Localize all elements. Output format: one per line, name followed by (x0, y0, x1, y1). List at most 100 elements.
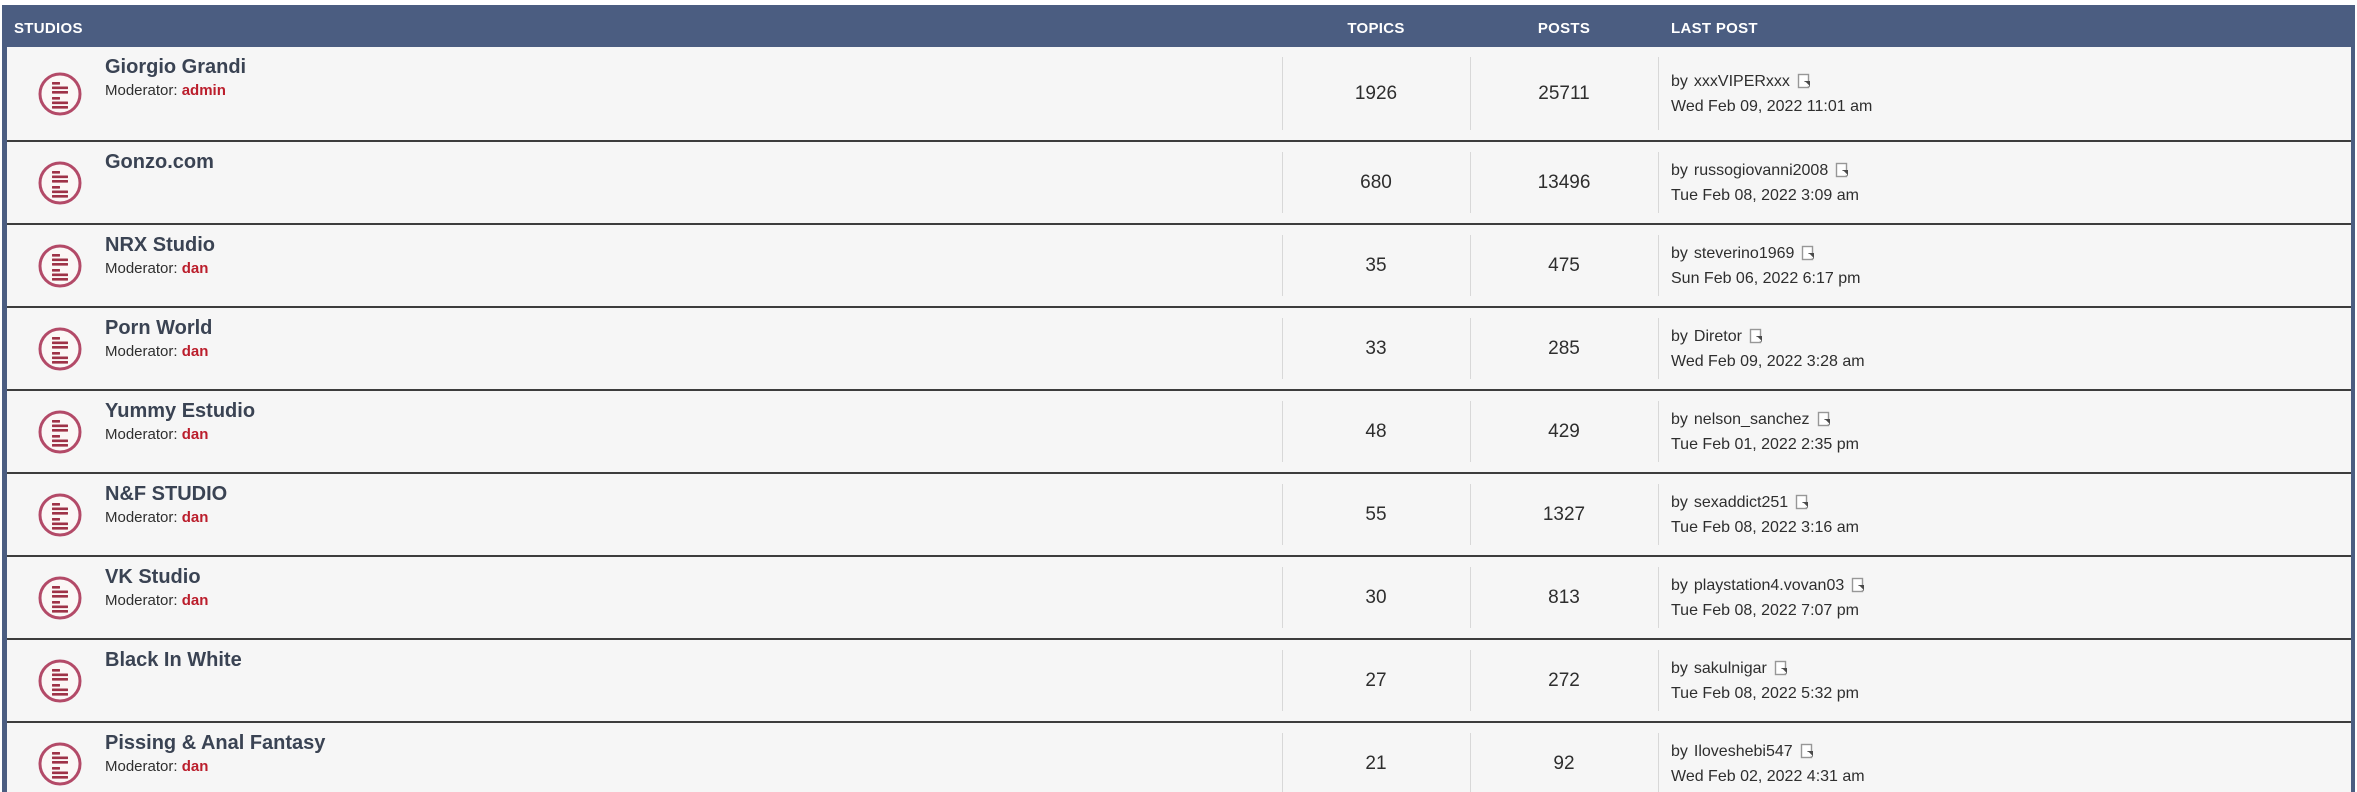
moderator-link[interactable]: dan (181, 426, 209, 443)
last-post-byline: by sexaddict251 (1671, 490, 2351, 515)
forum-title-link[interactable]: Gonzo.com (105, 151, 214, 173)
goto-last-post-icon[interactable] (1748, 328, 1765, 345)
posts-count: 13496 (1470, 142, 1658, 223)
last-poster-link[interactable]: steverino1969 (1693, 244, 1795, 262)
forum-row: VK Studio Moderator: dan 30 813 by plays… (7, 555, 2351, 638)
forum-title-link[interactable]: Pissing & Anal Fantasy (105, 732, 326, 754)
forum-icon (38, 161, 82, 204)
last-post-time: Tue Feb 08, 2022 3:09 am (1671, 186, 1859, 204)
moderator-line: Moderator: dan (105, 258, 215, 280)
forum-icon (38, 742, 82, 785)
forum-row: N&F STUDIO Moderator: dan 55 1327 by sex… (7, 472, 2351, 555)
last-poster-link[interactable]: sexaddict251 (1693, 493, 1789, 511)
last-post-byline: by Diretor (1671, 324, 2351, 349)
forum-text-block: Black In White (105, 640, 242, 721)
last-post-time: Wed Feb 09, 2022 11:01 am (1671, 97, 1873, 115)
moderator-link[interactable]: dan (181, 758, 209, 775)
forum-row: Yummy Estudio Moderator: dan 48 429 by n… (7, 389, 2351, 472)
goto-last-post-icon[interactable] (1816, 411, 1833, 428)
by-label: by (1671, 493, 1688, 511)
last-poster-link[interactable]: playstation4.vovan03 (1693, 576, 1845, 594)
last-post-cell: by xxxVIPERxxx Wed Feb 09, 2022 11:01 am (1658, 47, 2351, 140)
last-poster-link[interactable]: Iloveshebi547 (1693, 742, 1793, 760)
last-post-cell: by nelson_sanchez Tue Feb 01, 2022 2:35 … (1658, 391, 2351, 472)
studios-forum-table: STUDIOS TOPICS POSTS LAST POST Giorgio G… (2, 5, 2355, 792)
forum-icon (38, 576, 82, 619)
last-post-cell: by sakulnigar Tue Feb 08, 2022 5:32 pm (1658, 640, 2351, 721)
posts-count: 813 (1470, 557, 1658, 638)
goto-last-post-icon[interactable] (1850, 577, 1867, 594)
forum-cell: Black In White (7, 640, 1282, 721)
topics-count: 55 (1282, 474, 1470, 555)
last-post-byline: by Iloveshebi547 (1671, 739, 2351, 764)
moderator-link[interactable]: dan (181, 509, 209, 526)
forum-text-block: N&F STUDIO Moderator: dan (105, 474, 227, 555)
goto-last-post-icon[interactable] (1796, 73, 1813, 90)
last-post-cell: by Iloveshebi547 Wed Feb 02, 2022 4:31 a… (1658, 723, 2351, 792)
column-header-topics: TOPICS (1347, 19, 1405, 37)
moderator-link[interactable]: dan (181, 343, 209, 360)
forum-row: NRX Studio Moderator: dan 35 475 by stev… (7, 223, 2351, 306)
forum-text-block: Gonzo.com (105, 142, 214, 223)
by-label: by (1671, 72, 1688, 90)
last-post-cell: by sexaddict251 Tue Feb 08, 2022 3:16 am (1658, 474, 2351, 555)
forum-title-link[interactable]: N&F STUDIO (105, 483, 228, 505)
last-post-cell: by steverino1969 Sun Feb 06, 2022 6:17 p… (1658, 225, 2351, 306)
forum-title-link[interactable]: Black In White (105, 649, 242, 671)
moderator-line: Moderator: dan (105, 424, 255, 446)
goto-last-post-icon[interactable] (1799, 743, 1816, 760)
last-post-time: Wed Feb 02, 2022 4:31 am (1671, 767, 1865, 785)
by-label: by (1671, 742, 1688, 760)
forum-rows-container: Giorgio Grandi Moderator: admin 1926 257… (7, 47, 2351, 792)
goto-last-post-icon[interactable] (1794, 494, 1811, 511)
moderator-line: Moderator: dan (105, 590, 208, 612)
last-post-time: Sun Feb 06, 2022 6:17 pm (1671, 269, 1861, 287)
moderator-link[interactable]: dan (181, 592, 209, 609)
last-poster-link[interactable]: nelson_sanchez (1693, 410, 1810, 428)
topics-count: 1926 (1282, 47, 1470, 140)
topics-count: 30 (1282, 557, 1470, 638)
posts-count: 272 (1470, 640, 1658, 721)
last-post-time: Tue Feb 01, 2022 2:35 pm (1671, 435, 1859, 453)
topics-count: 48 (1282, 391, 1470, 472)
forum-cell: NRX Studio Moderator: dan (7, 225, 1282, 306)
forum-row: Gonzo.com 680 13496 by russogiovanni2008… (7, 140, 2351, 223)
last-post-time: Tue Feb 08, 2022 5:32 pm (1671, 684, 1859, 702)
moderator-link[interactable]: admin (181, 82, 226, 99)
forum-cell: Yummy Estudio Moderator: dan (7, 391, 1282, 472)
forum-text-block: NRX Studio Moderator: dan (105, 225, 215, 306)
last-post-time: Wed Feb 09, 2022 3:28 am (1671, 352, 1865, 370)
forum-cell: Giorgio Grandi Moderator: admin (7, 47, 1282, 140)
topics-count: 35 (1282, 225, 1470, 306)
forum-title-link[interactable]: Yummy Estudio (105, 400, 256, 422)
last-poster-link[interactable]: sakulnigar (1693, 659, 1767, 677)
forum-title-link[interactable]: Porn World (105, 317, 213, 339)
forum-title-link[interactable]: Giorgio Grandi (105, 56, 247, 78)
forum-cell: N&F STUDIO Moderator: dan (7, 474, 1282, 555)
forum-text-block: Giorgio Grandi Moderator: admin (105, 47, 246, 140)
forum-icon (38, 410, 82, 453)
forum-title-link[interactable]: VK Studio (105, 566, 201, 588)
table-header-row: STUDIOS TOPICS POSTS LAST POST (7, 9, 2351, 47)
last-poster-link[interactable]: russogiovanni2008 (1693, 161, 1829, 179)
goto-last-post-icon[interactable] (1773, 660, 1790, 677)
goto-last-post-icon[interactable] (1800, 245, 1817, 262)
by-label: by (1671, 659, 1688, 677)
topics-count: 27 (1282, 640, 1470, 721)
posts-count: 429 (1470, 391, 1658, 472)
topics-count: 21 (1282, 723, 1470, 792)
forum-title-link[interactable]: NRX Studio (105, 234, 215, 256)
forum-icon (38, 327, 82, 370)
moderator-link[interactable]: dan (181, 260, 209, 277)
last-poster-link[interactable]: Diretor (1693, 327, 1742, 345)
last-poster-link[interactable]: xxxVIPERxxx (1693, 72, 1790, 90)
moderator-line: Moderator: admin (105, 80, 246, 102)
goto-last-post-icon[interactable] (1834, 162, 1851, 179)
posts-count: 92 (1470, 723, 1658, 792)
column-header-last-post: LAST POST (1671, 19, 1758, 37)
by-label: by (1671, 161, 1688, 179)
posts-count: 475 (1470, 225, 1658, 306)
forum-icon (38, 493, 82, 536)
moderator-label: Moderator: (105, 343, 178, 360)
